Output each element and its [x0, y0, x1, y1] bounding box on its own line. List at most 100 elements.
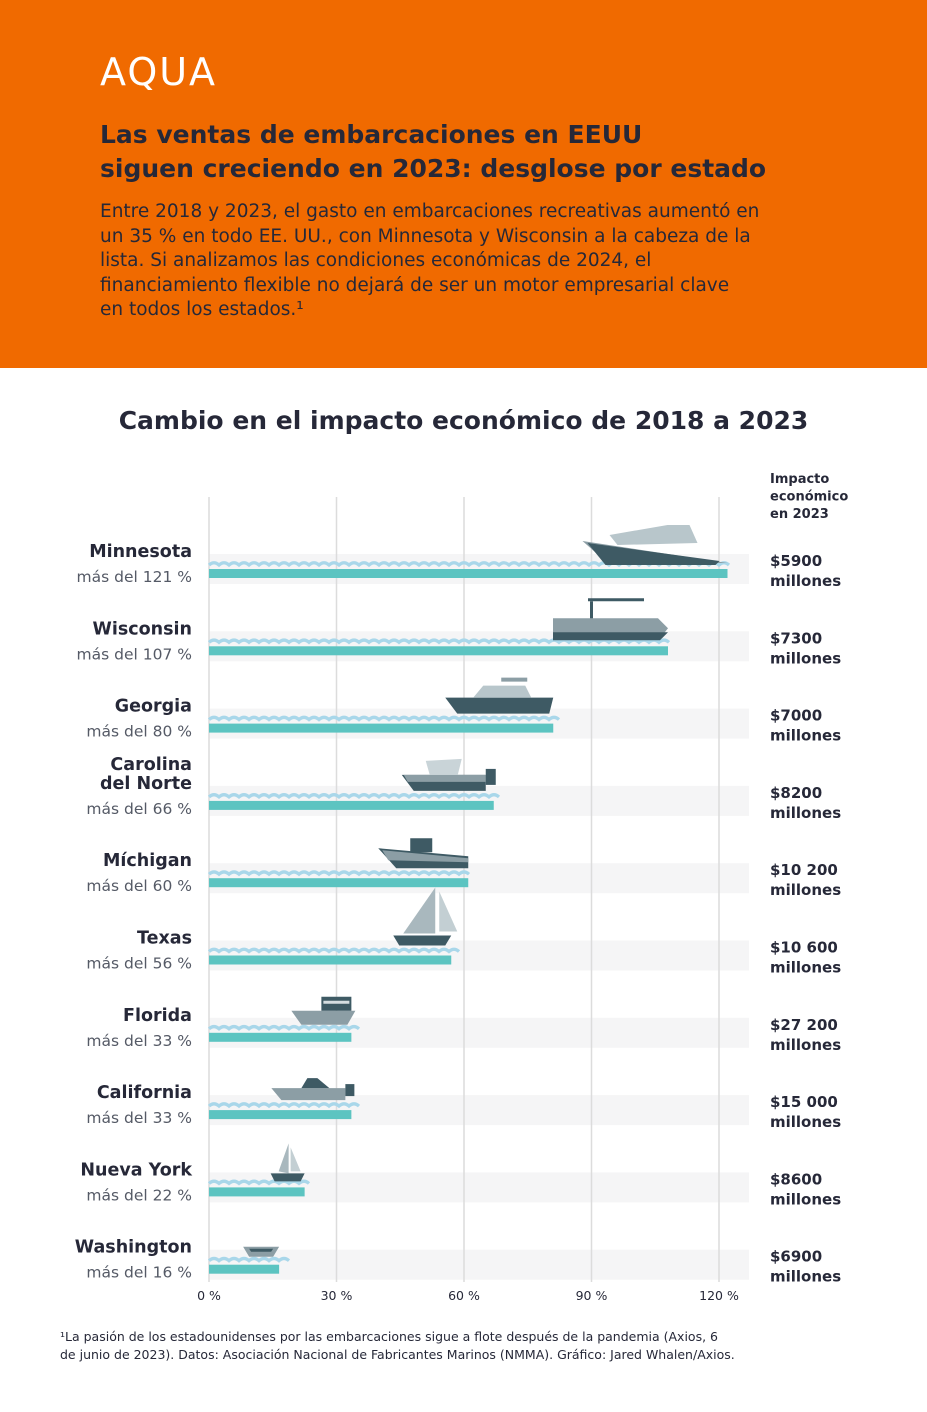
outboard-motor — [345, 1084, 355, 1097]
percent-label: más del 16 % — [86, 1264, 192, 1282]
dinghy-boat-icon — [243, 1246, 280, 1257]
percent-label: más del 66 % — [86, 800, 192, 818]
hull — [291, 1010, 356, 1025]
bimini-top — [425, 758, 462, 775]
impact-value: $8600 — [770, 1170, 822, 1188]
footnote-line-1: ¹La pasión de los estadounidenses por la… — [60, 1329, 718, 1344]
outboard-motor — [485, 768, 496, 785]
state-label: Texas — [137, 929, 192, 949]
x-tick-label: 90 % — [576, 1288, 608, 1303]
impact-value: $5900 — [770, 552, 822, 570]
percent-label: más del 33 % — [86, 1109, 192, 1127]
water-wave — [207, 638, 671, 645]
bar-carolina-del-norte — [209, 800, 494, 810]
speedboat-boat-icon — [271, 1078, 355, 1101]
hull — [393, 935, 452, 946]
chart-title: Cambio en el impacto económico de 2018 a… — [118, 406, 809, 435]
impact-unit: millones — [770, 1036, 841, 1054]
bar-míchigan — [209, 878, 469, 888]
percent-label: más del 22 % — [86, 1186, 192, 1204]
water-wave — [207, 947, 461, 954]
main-sail — [403, 887, 436, 934]
bar-california — [209, 1110, 352, 1120]
state-label: Florida — [123, 1006, 192, 1026]
hull-stripe — [587, 543, 720, 565]
cruiser-boat-icon — [445, 677, 554, 714]
small-sailboat-boat-icon — [270, 1143, 305, 1182]
cabin — [473, 685, 532, 698]
bar-minnesota — [209, 569, 728, 578]
impact-unit: millones — [770, 1268, 841, 1286]
hull-stripe — [553, 632, 668, 641]
hull-stripe — [249, 1248, 274, 1252]
pontoon-boat-icon — [553, 598, 668, 641]
windshield — [301, 1078, 330, 1089]
water-wave — [207, 1256, 291, 1263]
header-banner: AQUA Las ventas de embarcaciones en EEUU… — [0, 0, 927, 368]
impact-unit: millones — [770, 1113, 841, 1131]
impact-value: $6900 — [770, 1248, 822, 1266]
state-label: Georgia — [115, 697, 192, 717]
bar-wisconsin — [209, 646, 668, 656]
bar-florida — [209, 1032, 352, 1042]
jib-sail — [439, 891, 458, 932]
impact-value: $15 000 — [770, 1093, 838, 1111]
percent-label: más del 107 % — [77, 645, 192, 663]
state-label: Washington — [75, 1238, 192, 1258]
impact-unit: millones — [770, 959, 841, 977]
water-wave — [207, 793, 501, 800]
footnote-line-2: de junio de 2023). Datos: Asociación Nac… — [60, 1347, 735, 1362]
state-label: Wisconsin — [93, 619, 192, 639]
description-line-1: Entre 2018 y 2023, el gasto en embarcaci… — [100, 201, 760, 222]
description-line-2: un 35 % en todo EE. UU., con Minnesota y… — [100, 225, 751, 247]
percent-label: más del 33 % — [86, 1032, 192, 1050]
footnote: ¹La pasión de los estadounidenses por la… — [60, 1328, 880, 1364]
wheelhouse — [410, 838, 433, 853]
impact-value: $27 200 — [770, 1016, 838, 1034]
page-description: Entre 2018 y 2023, el gasto en embarcaci… — [100, 200, 880, 323]
row-background — [209, 1249, 749, 1280]
impact-unit: millones — [770, 804, 841, 822]
bar-georgia — [209, 723, 554, 733]
water-wave — [207, 870, 471, 877]
percent-label: más del 80 % — [86, 723, 192, 741]
description-line-4: financiamiento flexible no dejará de ser… — [100, 274, 730, 296]
flybridge — [501, 677, 528, 682]
hull-top — [403, 774, 486, 782]
state-label: Minnesota — [89, 542, 192, 562]
bimini-boat-icon — [401, 758, 496, 791]
tug-boat-icon — [378, 838, 469, 869]
impact-unit: millones — [770, 727, 841, 745]
canopy — [588, 598, 644, 602]
impact-value: $10 600 — [770, 939, 838, 957]
impact-column-header: económico — [770, 490, 848, 505]
title-line-2: siguen creciendo en 2023: desglose por e… — [100, 154, 767, 183]
percent-label: más del 60 % — [86, 877, 192, 895]
state-label: del Norte — [100, 774, 192, 794]
water-wave — [207, 1024, 361, 1031]
aqua-logo: AQUA — [100, 50, 218, 94]
water-wave — [207, 715, 561, 722]
x-tick-label: 0 % — [197, 1288, 221, 1303]
title-line-1: Las ventas de embarcaciones en EEUU — [100, 120, 643, 149]
hull-top — [382, 850, 469, 863]
bar-texas — [209, 955, 452, 965]
sail — [278, 1143, 289, 1174]
hull — [270, 1173, 305, 1182]
water-wave — [207, 1179, 311, 1186]
cabin — [609, 525, 698, 545]
description-line-5: en todos los estados.¹ — [100, 299, 304, 320]
state-label: Míchigan — [103, 851, 192, 871]
percent-label: más del 56 % — [86, 955, 192, 973]
bar-nueva-york — [209, 1187, 305, 1197]
impact-unit: millones — [770, 1190, 841, 1208]
state-label: Nueva York — [80, 1160, 192, 1180]
houseboat-boat-icon — [291, 996, 356, 1025]
impact-value: $7000 — [770, 707, 822, 725]
x-tick-label: 60 % — [448, 1288, 480, 1303]
window-stripe — [323, 1000, 350, 1004]
description-line-3: lista. Si analizamos las condiciones eco… — [100, 250, 652, 271]
bar-washington — [209, 1264, 280, 1274]
x-tick-label: 120 % — [699, 1288, 739, 1303]
